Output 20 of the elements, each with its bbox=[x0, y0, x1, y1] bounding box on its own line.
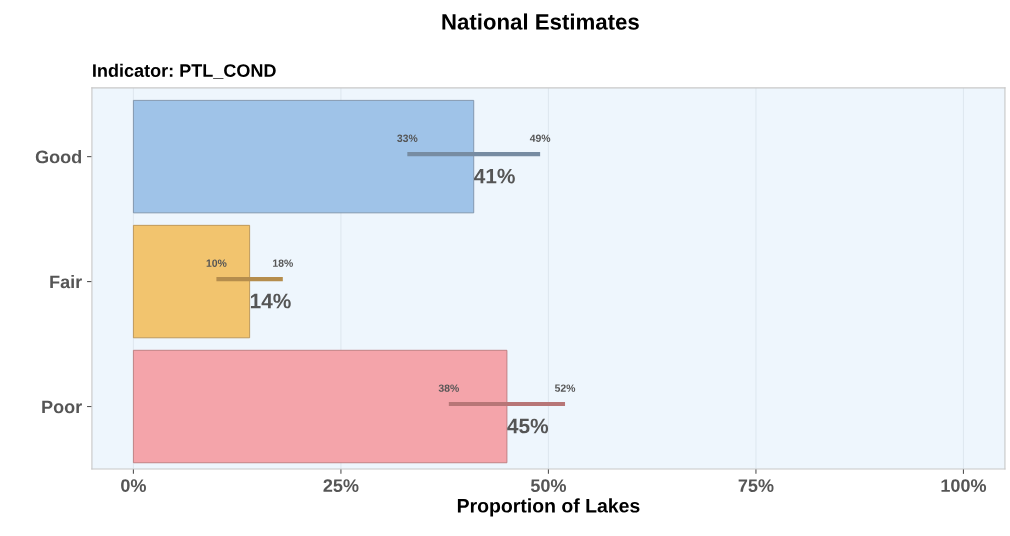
annotation: 52% bbox=[554, 384, 576, 392]
x-tick-label: 25% bbox=[323, 479, 359, 492]
annotation: 38% bbox=[438, 384, 459, 392]
data-label: 41% bbox=[474, 168, 515, 184]
x-tick-label: 0% bbox=[121, 479, 146, 492]
x-tick-label: 50% bbox=[530, 479, 567, 492]
x-axis-title: Proportion of Lakes bbox=[457, 498, 640, 517]
annotation: 10% bbox=[206, 259, 227, 267]
annotation: 49% bbox=[529, 134, 551, 142]
data-label: 45% bbox=[507, 418, 549, 434]
annotation: 33% bbox=[397, 134, 418, 142]
annotation: 18% bbox=[273, 259, 293, 267]
data-label: 14% bbox=[250, 293, 291, 309]
x-tick-label: 75% bbox=[738, 479, 774, 492]
y-tick-label: Good bbox=[35, 150, 81, 164]
y-tick-label: Fair bbox=[50, 275, 82, 289]
y-tick-label: Poor bbox=[42, 400, 82, 414]
chart-subtitle: Indicator: PTL_COND bbox=[93, 63, 276, 79]
chart-title: National Estimates bbox=[442, 13, 639, 30]
x-tick-label: 100% bbox=[941, 479, 987, 492]
